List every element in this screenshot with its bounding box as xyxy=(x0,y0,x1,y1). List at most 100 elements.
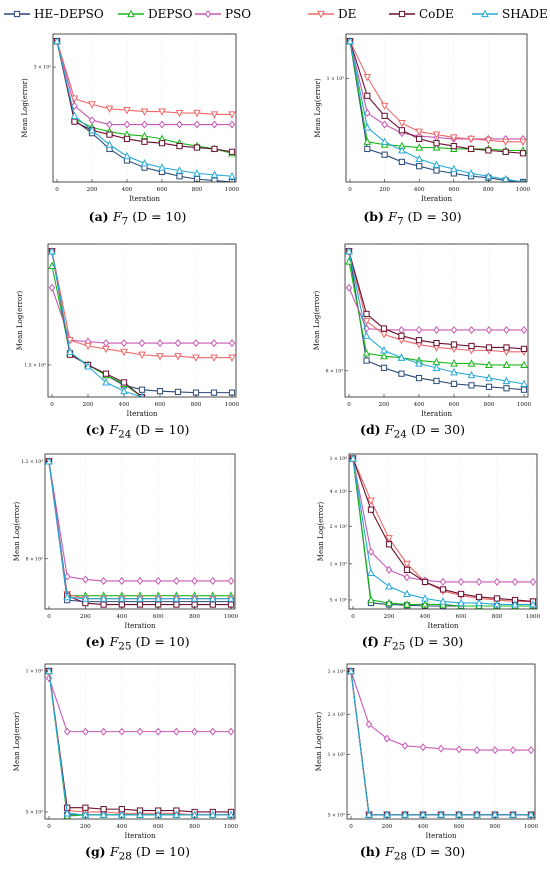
caption-subscript: 7 xyxy=(121,215,129,228)
data-point xyxy=(367,568,375,576)
chart-panel: 0 200 400 600 800 1000 Iteration 3 × 10³ 2 × 10³… xyxy=(315,663,539,840)
series-line xyxy=(48,461,231,597)
data-point xyxy=(381,112,388,120)
data-point xyxy=(102,345,110,354)
legend-swatch xyxy=(195,10,221,18)
data-point xyxy=(175,166,184,174)
chart-panel: 0 200 400 600 800 1000 Iteration 1 × 10⁴ 4 × 10³… xyxy=(317,453,541,630)
x-tick-label: 0 xyxy=(47,614,51,620)
data-point xyxy=(192,339,200,348)
x-tick-label: 400 xyxy=(122,187,133,193)
series-line xyxy=(350,671,531,816)
data-point xyxy=(176,120,183,129)
data-point xyxy=(439,597,447,605)
data-point xyxy=(403,589,411,598)
x-tick-label: 200 xyxy=(382,824,393,830)
data-point xyxy=(138,339,146,348)
data-point xyxy=(421,578,429,586)
data-point xyxy=(228,111,236,119)
legend-swatch xyxy=(389,10,415,18)
x-tick-label: 0 xyxy=(347,402,351,408)
panel-caption: (a) F7 (D = 10) xyxy=(0,209,275,228)
data-point xyxy=(209,601,216,608)
data-point xyxy=(105,140,114,148)
data-point xyxy=(176,173,183,180)
data-point xyxy=(475,598,483,607)
data-point xyxy=(100,727,107,736)
data-point xyxy=(484,171,493,180)
plot-svg: 0 200 400 600 800 1000 Iteration 1 × 10³ Mean Lo… xyxy=(314,33,531,203)
caption-dimension: (D = 30) xyxy=(405,634,464,649)
data-point xyxy=(416,135,423,142)
data-point xyxy=(485,147,492,154)
caption-function: F xyxy=(388,209,397,224)
caption-dimension: (D = 30) xyxy=(407,844,466,859)
caption-tag: (f) xyxy=(361,634,384,649)
legend: HE–DEPSO DEPSO PSO DE CoDE SHADE xyxy=(0,2,550,26)
data-point xyxy=(363,310,370,318)
data-point xyxy=(503,385,510,392)
chart-panel: 0 200 400 600 800 1000 Iteration 1 × 10³ Mean Lo… xyxy=(314,33,531,203)
data-point xyxy=(383,734,391,743)
plot-frame xyxy=(44,663,236,820)
x-tick-label: 1000 xyxy=(517,402,532,408)
legend-label: CoDE xyxy=(419,7,454,21)
data-point xyxy=(380,102,389,111)
data-point xyxy=(84,362,92,370)
data-point xyxy=(172,594,181,602)
data-point xyxy=(82,804,89,811)
data-point xyxy=(172,810,181,818)
caption-tag: (d) xyxy=(360,422,385,437)
data-point xyxy=(450,367,458,376)
data-point xyxy=(367,547,375,556)
series-line xyxy=(350,671,531,816)
x-tick-label: 400 xyxy=(418,824,429,830)
x-tick-label: 800 xyxy=(189,614,200,620)
x-tick-label: 800 xyxy=(492,614,503,620)
data-point xyxy=(437,744,445,753)
data-point xyxy=(380,331,388,339)
data-point xyxy=(191,576,198,585)
series-line xyxy=(350,671,531,816)
data-point xyxy=(81,594,90,602)
series-group xyxy=(347,666,535,819)
data-point xyxy=(208,810,217,818)
x-tick-label: 1000 xyxy=(516,187,531,193)
data-point xyxy=(381,151,388,158)
data-point xyxy=(227,576,235,585)
caption-subscript: 25 xyxy=(391,640,406,653)
y-tick-label: 8 × 10² xyxy=(26,556,44,562)
data-point xyxy=(175,109,184,118)
data-point xyxy=(415,154,424,163)
caption-subscript: 28 xyxy=(118,850,132,863)
legend-marker xyxy=(127,9,135,18)
data-point xyxy=(433,140,440,147)
legend-label: DE xyxy=(338,7,357,21)
series-line xyxy=(56,41,232,116)
x-tick-label: 200 xyxy=(379,187,390,193)
data-point xyxy=(227,727,235,736)
panel-caption: (e) F25 (D = 10) xyxy=(0,634,275,653)
x-tick-label: 800 xyxy=(484,402,495,408)
data-point xyxy=(450,142,457,150)
x-axis-label: Iteration xyxy=(126,410,158,418)
legend-item: DE xyxy=(308,2,356,26)
data-point xyxy=(397,353,406,361)
data-point xyxy=(173,576,180,585)
data-point xyxy=(439,577,447,586)
data-point xyxy=(173,727,180,736)
x-tick-label: 400 xyxy=(119,402,130,408)
x-tick-label: 400 xyxy=(414,402,425,408)
data-point xyxy=(401,741,409,750)
data-point xyxy=(455,745,463,754)
data-point xyxy=(380,137,389,145)
data-point xyxy=(117,594,126,602)
data-point xyxy=(174,353,182,361)
data-point xyxy=(192,354,200,362)
data-point xyxy=(520,386,528,393)
y-axis-label: Mean Log(error) xyxy=(16,291,24,351)
series-group xyxy=(45,666,235,819)
data-point xyxy=(398,158,405,165)
series-line xyxy=(48,670,231,816)
data-point xyxy=(468,325,475,334)
